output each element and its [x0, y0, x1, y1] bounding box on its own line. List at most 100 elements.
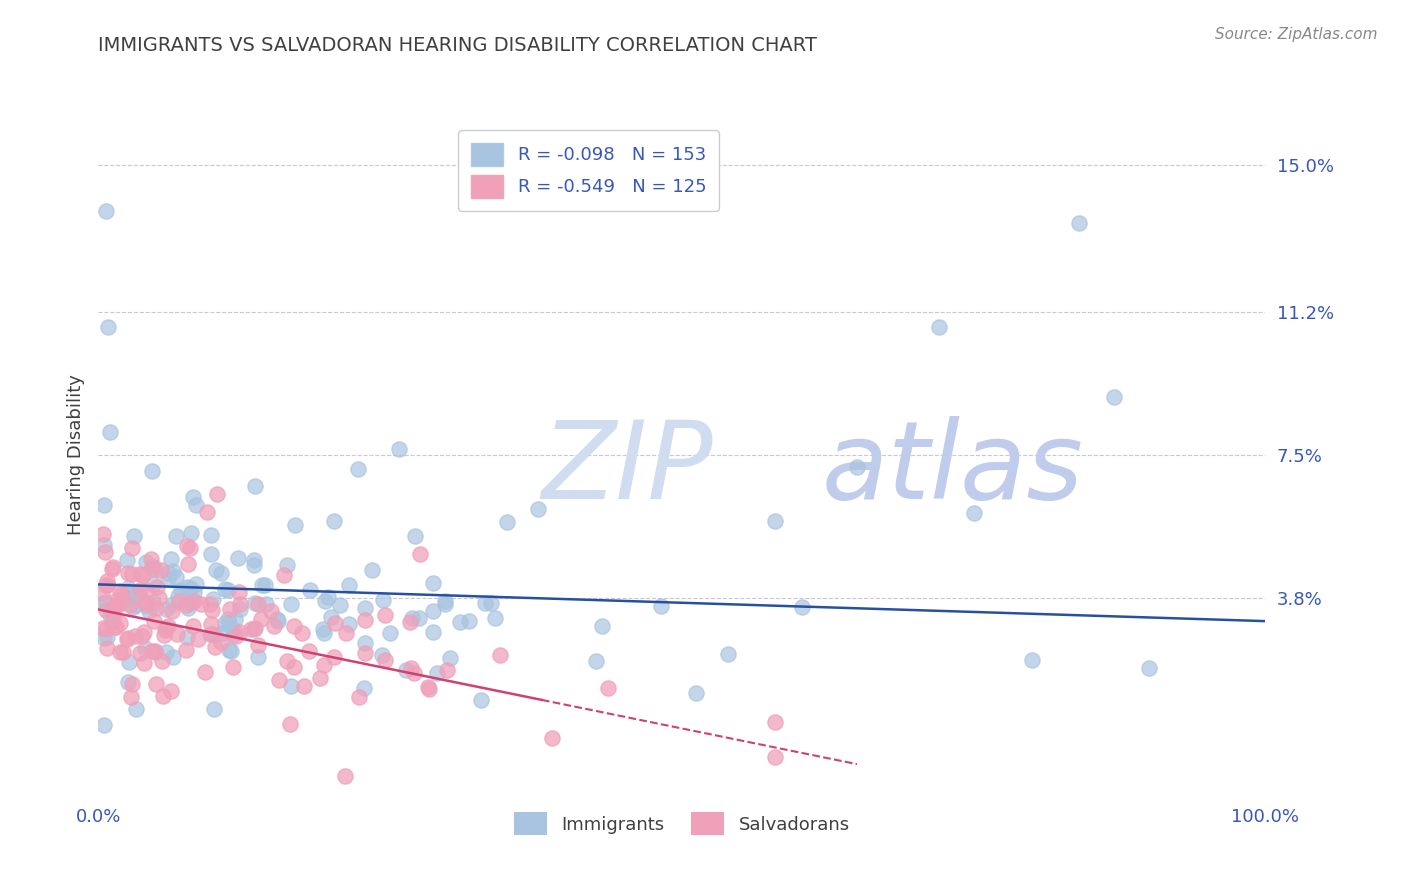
Point [93, 631, 115, 645]
Point [314, 626, 336, 640]
Point [108, 615, 131, 630]
Point [134, 640, 156, 655]
Point [763, 514, 786, 528]
Point [337, 617, 360, 632]
Point [247, 650, 270, 665]
Point [207, 486, 229, 500]
Point [353, 681, 375, 695]
Point [179, 581, 201, 595]
Point [180, 526, 202, 541]
Point [928, 320, 950, 334]
Point [201, 627, 224, 641]
Point [96, 574, 118, 588]
Point [335, 769, 357, 783]
Point [260, 604, 283, 618]
Point [401, 611, 423, 625]
Point [214, 582, 236, 596]
Point [395, 664, 418, 678]
Point [276, 558, 298, 572]
Point [183, 584, 205, 599]
Point [1137, 660, 1160, 674]
Point [128, 582, 150, 597]
Point [174, 598, 197, 612]
Point [846, 459, 869, 474]
Point [242, 558, 264, 572]
Point [152, 689, 174, 703]
Point [153, 628, 176, 642]
Point [422, 576, 444, 591]
Point [180, 596, 202, 610]
Point [134, 625, 156, 640]
Point [201, 603, 224, 617]
Point [165, 570, 187, 584]
Point [229, 602, 252, 616]
Point [166, 626, 188, 640]
Point [433, 597, 456, 611]
Point [273, 568, 295, 582]
Point [121, 541, 143, 555]
Point [153, 623, 176, 637]
Point [361, 564, 384, 578]
Point [457, 614, 479, 628]
Point [222, 628, 245, 642]
Point [354, 600, 377, 615]
Point [103, 599, 125, 614]
Point [141, 644, 163, 658]
Point [105, 592, 128, 607]
Point [200, 547, 222, 561]
Point [141, 559, 163, 574]
Point [127, 591, 149, 605]
Point [409, 547, 432, 561]
Point [105, 620, 128, 634]
Point [278, 716, 301, 731]
Point [93, 538, 115, 552]
Point [160, 551, 183, 566]
Point [134, 656, 156, 670]
Point [101, 615, 124, 629]
Point [97, 320, 120, 334]
Point [439, 651, 461, 665]
Point [276, 654, 298, 668]
Point [139, 552, 162, 566]
Point [202, 702, 225, 716]
Point [198, 597, 221, 611]
Point [101, 600, 124, 615]
Point [162, 649, 184, 664]
Point [162, 564, 184, 578]
Point [280, 679, 302, 693]
Point [94, 204, 117, 219]
Point [187, 632, 209, 646]
Point [176, 580, 198, 594]
Point [243, 479, 266, 493]
Point [127, 585, 149, 599]
Point [166, 589, 188, 603]
Legend: Immigrants, Salvadorans: Immigrants, Salvadorans [508, 805, 856, 842]
Point [267, 673, 290, 687]
Point [309, 671, 332, 685]
Point [129, 566, 152, 581]
Point [96, 578, 118, 592]
Point [127, 586, 149, 600]
Point [101, 611, 124, 625]
Point [388, 442, 411, 456]
Point [148, 591, 170, 605]
Point [201, 591, 224, 606]
Point [591, 619, 613, 633]
Point [266, 612, 288, 626]
Point [962, 506, 984, 520]
Point [186, 577, 208, 591]
Point [335, 625, 357, 640]
Point [135, 555, 157, 569]
Point [200, 528, 222, 542]
Point [142, 577, 165, 591]
Point [98, 602, 121, 616]
Point [111, 645, 134, 659]
Point [94, 622, 117, 636]
Point [117, 581, 139, 595]
Point [404, 528, 426, 542]
Point [314, 658, 336, 673]
Point [200, 616, 222, 631]
Point [488, 648, 510, 662]
Text: IMMIGRANTS VS SALVADORAN HEARING DISABILITY CORRELATION CHART: IMMIGRANTS VS SALVADORAN HEARING DISABIL… [98, 36, 817, 54]
Point [155, 621, 177, 635]
